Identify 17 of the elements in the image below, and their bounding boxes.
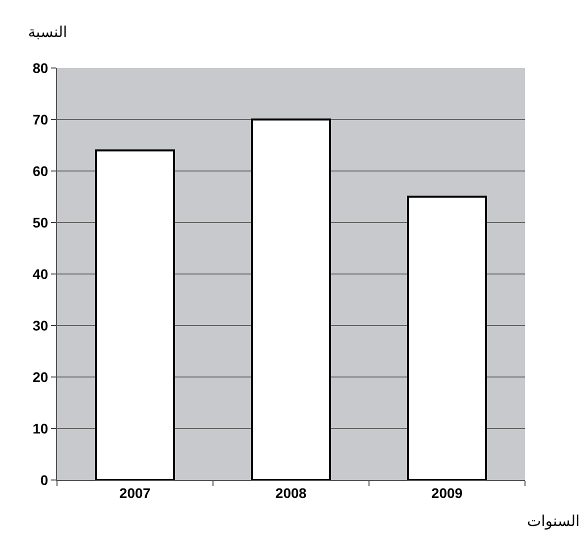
y-tick-label: 70 [32, 111, 48, 128]
y-tick-label: 60 [32, 162, 48, 179]
x-tick-label: 2009 [431, 484, 463, 501]
y-tick-label: 10 [32, 420, 48, 436]
y-tick-label: 40 [32, 266, 48, 282]
y-tick-label: 0 [40, 472, 48, 488]
bar [407, 196, 487, 480]
x-tick-label: 2007 [119, 484, 151, 501]
y-tick-label: 30 [32, 317, 48, 334]
x-tick-label: 2008 [275, 484, 307, 501]
x-axis-title: السنوات [527, 512, 580, 530]
y-tick-label: 20 [32, 368, 48, 385]
y-axis-title: النسبة [28, 23, 68, 41]
bar [95, 149, 175, 480]
bar [251, 118, 331, 480]
y-tick-label: 50 [32, 214, 48, 230]
y-tick-label: 80 [32, 60, 48, 76]
